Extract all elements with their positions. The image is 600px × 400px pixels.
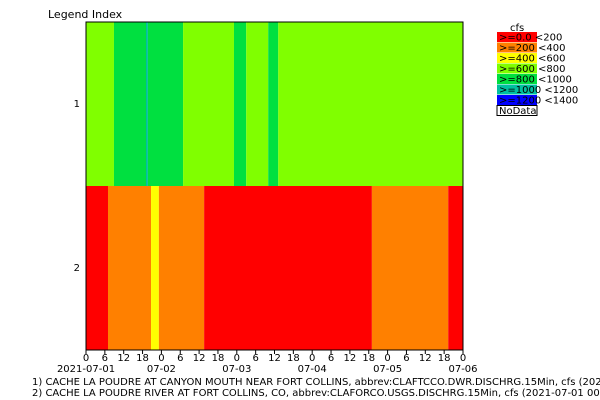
segment <box>233 22 247 186</box>
legend-label: NoData <box>499 106 536 117</box>
legend-swatch <box>497 74 537 84</box>
legend-swatch <box>497 63 537 74</box>
x-tick-label: 0 <box>234 353 240 364</box>
x-date-label: 07-02 <box>147 364 176 375</box>
segment <box>448 186 463 350</box>
x-tick-label: 0 <box>158 353 164 364</box>
x-tick-label: 12 <box>193 353 206 364</box>
legend-swatch <box>497 42 537 53</box>
x-tick-label: 12 <box>268 353 281 364</box>
legend-label: >=800 <1000 <box>499 75 572 86</box>
x-date-label: 2021-07-01 <box>57 364 115 375</box>
legend-swatch <box>497 32 537 42</box>
x-tick-label: 0 <box>384 353 390 364</box>
x-tick-label: 18 <box>136 353 149 364</box>
footnote: 2) CACHE LA POUDRE RIVER AT FORT COLLINS… <box>32 388 600 399</box>
legend-label: >=0.0 <200 <box>499 33 562 44</box>
x-tick-label: 18 <box>438 353 451 364</box>
row-label: 1 <box>74 99 80 110</box>
segment <box>146 22 148 186</box>
legend-label: >=600 <800 <box>499 64 566 75</box>
x-tick-label: 6 <box>252 353 258 364</box>
x-date-label: 07-05 <box>373 364 402 375</box>
segment <box>147 22 184 186</box>
x-date-label: 07-03 <box>222 364 251 375</box>
x-tick-label: 6 <box>102 353 108 364</box>
legend-label: >=1200 <1400 <box>499 96 578 107</box>
legend-label: >=200 <400 <box>499 43 566 54</box>
legend-label: >=400 <600 <box>499 54 566 65</box>
x-date-label: 07-06 <box>448 364 477 375</box>
x-tick-label: 6 <box>177 353 183 364</box>
segment <box>183 22 234 186</box>
x-tick-label: 6 <box>328 353 334 364</box>
segment <box>204 186 372 350</box>
segment <box>246 22 269 186</box>
legend-label: >=1000 <1200 <box>499 85 578 96</box>
x-date-label: 07-04 <box>298 364 327 375</box>
segment <box>158 186 205 350</box>
segment <box>86 22 114 186</box>
x-tick-label: 18 <box>362 353 375 364</box>
segment <box>371 186 449 350</box>
y-title: Legend Index <box>48 8 123 21</box>
segment <box>107 186 152 350</box>
x-tick-label: 12 <box>419 353 432 364</box>
x-tick-label: 12 <box>344 353 357 364</box>
legend-swatch <box>497 84 537 95</box>
x-tick-label: 18 <box>212 353 225 364</box>
legend-swatch <box>496 105 538 116</box>
x-tick-label: 0 <box>83 353 89 364</box>
row-label: 2 <box>74 263 80 274</box>
segment <box>113 22 147 186</box>
x-tick-label: 6 <box>403 353 409 364</box>
legend-swatch <box>497 53 537 63</box>
legend-title: cfs <box>510 23 524 34</box>
footnote: 1) CACHE LA POUDRE AT CANYON MOUTH NEAR … <box>32 377 600 388</box>
segment <box>151 186 159 350</box>
legend-swatch <box>497 95 537 105</box>
segment <box>268 22 279 186</box>
x-tick-label: 18 <box>287 353 300 364</box>
x-tick-label: 0 <box>460 353 466 364</box>
x-tick-label: 12 <box>117 353 130 364</box>
x-tick-label: 0 <box>309 353 315 364</box>
segment <box>278 22 463 186</box>
segment <box>86 186 108 350</box>
